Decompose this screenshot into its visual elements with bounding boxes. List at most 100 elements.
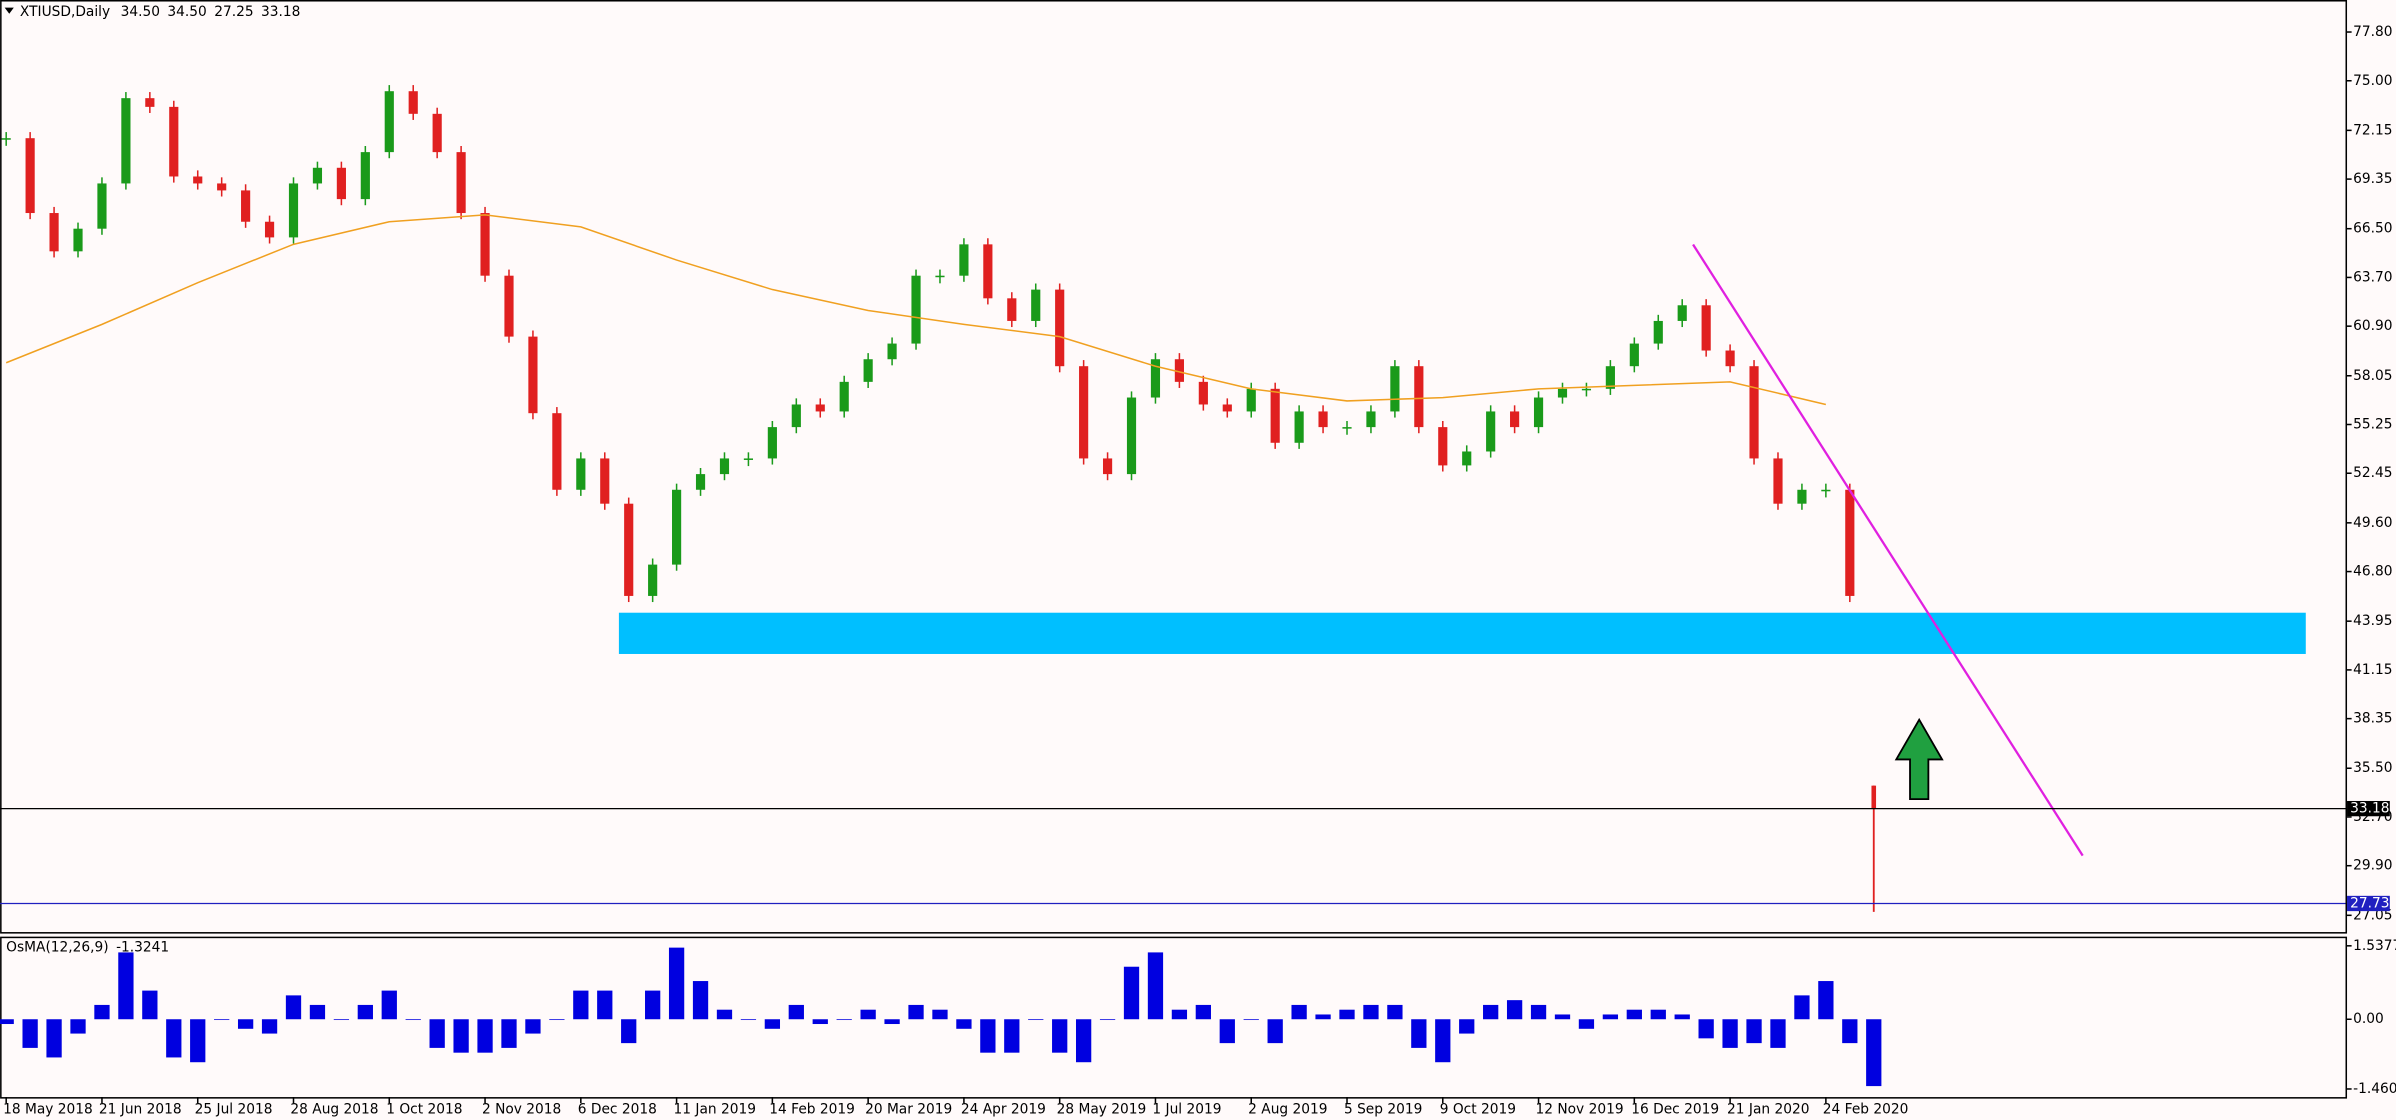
y-tick-label: 77.80 (2353, 24, 2392, 40)
osma-bar (1411, 1019, 1427, 1048)
y-tick-label: 63.70 (2353, 269, 2392, 285)
candle (73, 228, 83, 252)
candle (1198, 381, 1208, 405)
y-tick-label: 52.45 (2353, 465, 2392, 481)
last-candle (1871, 785, 1877, 809)
osma-bar (1722, 1019, 1738, 1048)
symbol: XTIUSD,Daily (20, 4, 110, 20)
candle (1102, 458, 1113, 475)
support-zone (618, 612, 2306, 654)
osma-bar (285, 995, 302, 1020)
candle (1318, 411, 1328, 428)
osma-bar (1052, 1019, 1068, 1053)
osma-bar (1530, 1004, 1547, 1020)
osma-bar (1028, 1019, 1044, 1021)
osma-bar (1195, 1004, 1211, 1020)
candle (504, 275, 514, 337)
x-tick-label: 28 May 2019 (1057, 1101, 1147, 1117)
x-tick-label: 28 Aug 2018 (290, 1101, 378, 1117)
candle (1, 138, 11, 140)
candle (264, 221, 275, 238)
osma-bar (764, 1019, 781, 1029)
osma-bar (1578, 1019, 1595, 1029)
x-tick-label: 1 Oct 2018 (386, 1101, 462, 1117)
candle (1174, 359, 1184, 382)
candle (312, 167, 323, 184)
candle (576, 458, 586, 490)
candle (648, 564, 658, 596)
osma-bar (309, 1004, 326, 1020)
osma-bar (22, 1019, 38, 1048)
osma-bar (477, 1019, 493, 1053)
candle (1414, 366, 1424, 428)
candle (1031, 289, 1041, 321)
candle (432, 113, 442, 153)
candle (97, 183, 107, 229)
osma-bar (70, 1019, 86, 1034)
current-price-label: 33.18 (2350, 801, 2389, 817)
candle (1438, 427, 1448, 466)
candle (863, 359, 873, 382)
osma-bar (190, 1019, 206, 1063)
candle (121, 98, 131, 184)
osma-bar (381, 990, 397, 1020)
level-label: 27.73 (2350, 895, 2389, 911)
osma-bar (357, 1004, 373, 1020)
osma-bar (333, 1019, 350, 1021)
osma-bar (1171, 1009, 1188, 1020)
candle (1677, 305, 1687, 321)
candle (1462, 451, 1472, 466)
osma-bar (1770, 1019, 1786, 1048)
osma-bar (429, 1019, 445, 1048)
osma-bar (980, 1019, 996, 1053)
osma-bar (1506, 1000, 1523, 1020)
osma-panel-border (0, 936, 2348, 1099)
x-tick-label: 25 Jul 2018 (195, 1101, 273, 1117)
y-tick-label: 55.25 (2353, 417, 2392, 433)
candle (336, 167, 346, 200)
osma-bar (836, 1019, 852, 1021)
candle (169, 106, 179, 177)
x-tick-label: 2 Nov 2018 (482, 1101, 561, 1117)
osma-bar (1602, 1014, 1619, 1020)
y-tick-label: 75.00 (2353, 73, 2392, 89)
osma-bar (525, 1019, 541, 1034)
candle (1797, 489, 1807, 504)
menu-triangle[interactable] (4, 7, 14, 14)
osma-bar (1099, 1019, 1116, 1021)
x-tick-label: 24 Feb 2020 (1823, 1101, 1909, 1117)
osma-bar (716, 1009, 733, 1020)
candle (1390, 366, 1400, 412)
osma-bar (692, 981, 709, 1020)
x-tick-label: 24 Apr 2019 (961, 1101, 1046, 1117)
osma-bar (1626, 1009, 1642, 1020)
candle (288, 183, 299, 238)
x-tick-label: 14 Feb 2019 (769, 1101, 855, 1117)
osma-bar (118, 952, 134, 1020)
candle (1725, 350, 1735, 367)
y-tick-label: 29.90 (2353, 858, 2392, 874)
osma-bar (956, 1019, 972, 1029)
candle (1749, 366, 1759, 459)
osma-bar (1147, 952, 1164, 1020)
osma-bar (1267, 1019, 1283, 1044)
candle (1581, 388, 1592, 391)
osma-y-tick-label: 1.5377 (2353, 938, 2396, 954)
osma-bar (1387, 1004, 1403, 1020)
candle (1533, 397, 1544, 428)
y-tick-label: 27.05 (2353, 907, 2392, 923)
candle (1366, 411, 1376, 428)
candle (25, 138, 35, 214)
candle (1055, 289, 1065, 367)
candle (1246, 388, 1256, 412)
x-tick-label: 16 Dec 2019 (1631, 1101, 1719, 1117)
y-tick-label: 69.35 (2353, 171, 2392, 187)
x-tick-label: 5 Sep 2019 (1344, 1101, 1422, 1117)
osma-bar (1243, 1019, 1259, 1021)
candle (983, 244, 993, 299)
osma-bar (405, 1019, 421, 1021)
candle (1342, 427, 1352, 429)
x-tick-label: 11 Jan 2019 (674, 1101, 756, 1117)
candle (1773, 458, 1783, 504)
